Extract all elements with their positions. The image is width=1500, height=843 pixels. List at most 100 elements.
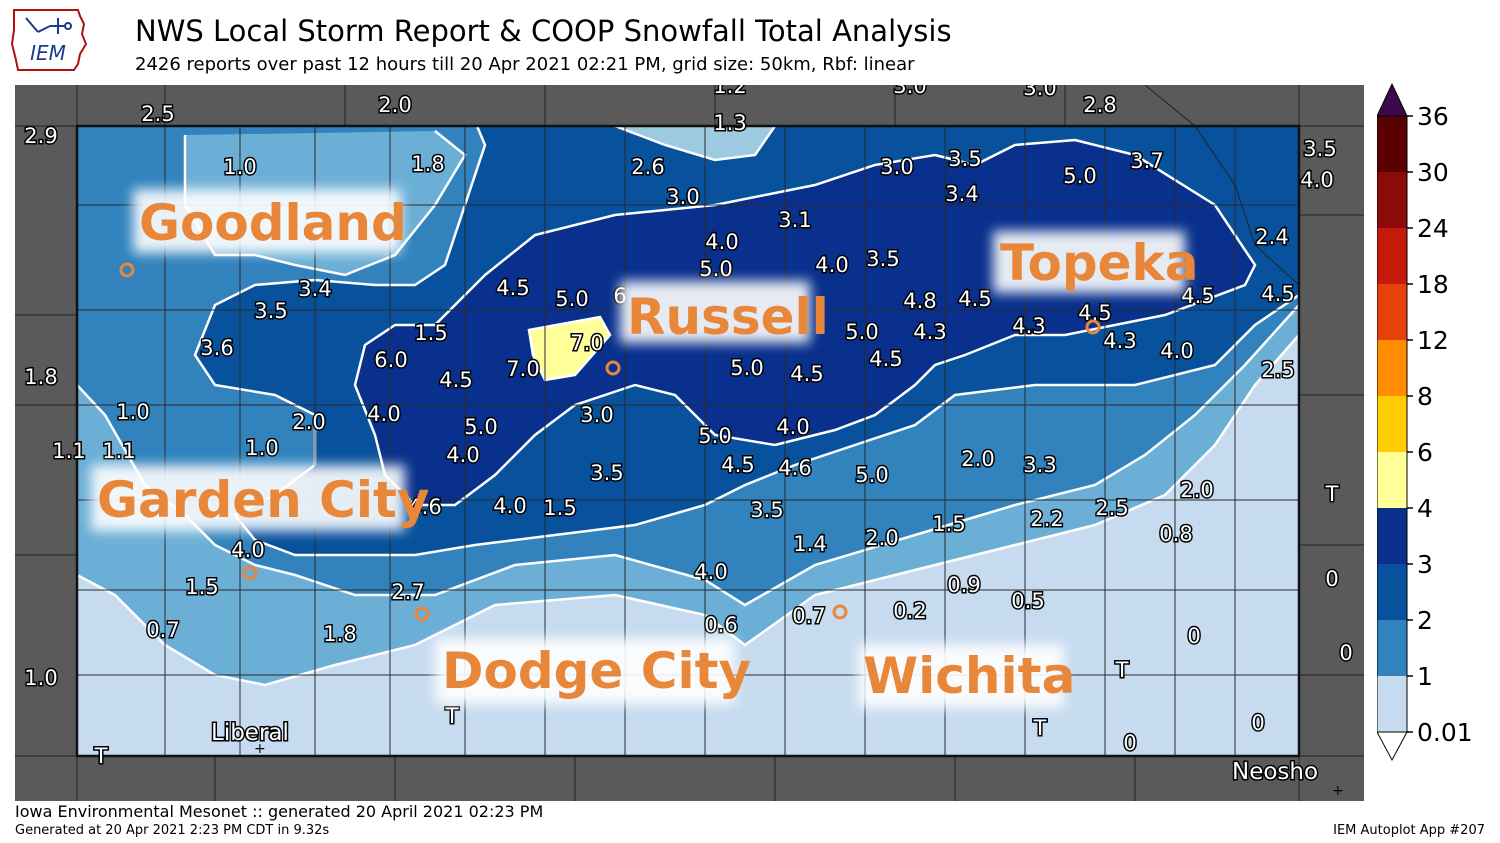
city-marker-wichita [832, 604, 848, 620]
colorbar-tick-label: 30 [1417, 158, 1449, 187]
place-labels: Liberal Neosho [210, 719, 1320, 787]
place-label-liberal: Liberal [211, 720, 289, 746]
report-value: T [1325, 482, 1339, 506]
report-value: 3.0 [580, 403, 613, 427]
colorbar-band [1377, 116, 1407, 172]
report-value: 1.8 [24, 365, 57, 389]
snowfall-map: 2.5 2.0 1.2 3.0 3.0 2.8 2.9 1.3 1.0 1.8 … [15, 85, 1364, 801]
upper-left-13 [615, 126, 775, 160]
report-value: 0.5 [1011, 589, 1044, 613]
report-value: T [1033, 716, 1047, 740]
report-value: 0 [1339, 641, 1352, 665]
colorbar-outline [1377, 115, 1408, 733]
report-value: 0 [1325, 567, 1338, 591]
report-value: 2.6 [631, 155, 664, 179]
report-value: 4.5 [790, 362, 823, 386]
report-value: 3.6 [200, 336, 233, 360]
report-value: 2.5 [141, 102, 174, 126]
report-value: 1.5 [543, 496, 576, 520]
report-value: 5.0 [855, 463, 888, 487]
colorbar-tick-label: 0.01 [1417, 718, 1473, 747]
report-value: 4.8 [903, 289, 936, 313]
report-value: 4.0 [1160, 339, 1193, 363]
report-value: 4.5 [721, 453, 754, 477]
report-value: 4.0 [446, 443, 479, 467]
report-value: 1.0 [24, 666, 57, 690]
report-value: 5.0 [464, 415, 497, 439]
report-value: 4.0 [815, 253, 848, 277]
report-value: 1.0 [116, 400, 149, 424]
report-value: 2.0 [1180, 478, 1213, 502]
place-markers: + + [254, 741, 1344, 799]
report-value: 3.5 [948, 147, 981, 171]
colorbar-band [1377, 284, 1407, 340]
report-value: T [1115, 658, 1129, 682]
report-value: 3.4 [945, 182, 978, 206]
page-title: NWS Local Storm Report & COOP Snowfall T… [135, 14, 952, 48]
report-value: 0 [1123, 731, 1136, 755]
city-markers [119, 262, 1101, 622]
report-value: 4.6 [778, 456, 811, 480]
colorbar-band [1377, 564, 1407, 620]
report-value: 3.1 [778, 208, 811, 232]
report-value: 0.7 [792, 604, 825, 628]
report-value: 4.5 [958, 287, 991, 311]
colorbar-band [1377, 340, 1407, 396]
report-value: 4.3 [1012, 314, 1045, 338]
city-marker-goodland [119, 262, 135, 278]
logo-text: IEM [30, 41, 66, 65]
report-value: 4.3 [1103, 329, 1136, 353]
report-value: 1.4 [793, 532, 826, 556]
report-value: 0.2 [893, 599, 926, 623]
colorbar-band-lowest [1377, 676, 1407, 732]
colorbar-tick-label: 3 [1417, 550, 1433, 579]
colorbar-band [1377, 508, 1407, 564]
report-value: 3.0 [880, 155, 913, 179]
report-value: 5.0 [555, 287, 588, 311]
report-value: 5.0 [730, 356, 763, 380]
report-value: 2.8 [1083, 93, 1116, 117]
report-values: 2.5 2.0 1.2 3.0 3.0 2.8 2.9 1.3 1.0 1.8 … [23, 85, 1354, 770]
city-label-wichita: Wichita [863, 647, 1075, 705]
report-value: 3.0 [1023, 85, 1056, 100]
report-value: 3.3 [1023, 453, 1056, 477]
colorbar-tick-label: 18 [1417, 270, 1449, 299]
colorbar-band [1377, 228, 1407, 284]
city-marker-topeka [1085, 319, 1101, 335]
report-value: 2.5 [1095, 496, 1128, 520]
colorbar-tick-label: 12 [1417, 326, 1449, 355]
city-label-dodge-city: Dodge City [442, 642, 751, 700]
report-value: 0 [1187, 624, 1200, 648]
report-value: 0 [1251, 711, 1264, 735]
report-value: 0.7 [146, 618, 179, 642]
city-marker-garden-city [242, 565, 258, 581]
report-value: 7.0 [506, 357, 539, 381]
city-label-garden-city: Garden City [97, 471, 429, 529]
colorbar-tick-label: 8 [1417, 382, 1433, 411]
plus-marker: + [1332, 783, 1344, 799]
city-marker-russell [605, 360, 621, 376]
colorbar-tick-label: 1 [1417, 662, 1433, 691]
city-label-topeka: Topeka [1000, 234, 1199, 292]
report-value: 2.0 [865, 526, 898, 550]
report-value: 2.2 [1030, 507, 1063, 531]
plus-marker: + [254, 741, 266, 757]
colorbar-over-arrow [1377, 82, 1408, 117]
report-value: 1.3 [713, 111, 746, 135]
report-value: 3.5 [1303, 137, 1336, 161]
report-value: 2.0 [292, 410, 325, 434]
report-value: 6.0 [374, 348, 407, 372]
city-label-glows [91, 189, 1185, 708]
report-value: 4.0 [493, 494, 526, 518]
snowfall-colorbar: 36 30 24 18 12 8 6 4 3 2 1 0.01 [1377, 82, 1473, 762]
report-value: 1.5 [414, 321, 447, 345]
kansas-border [75, 124, 1301, 758]
city-marker-dodge-city [414, 606, 430, 622]
report-value: 1.8 [411, 152, 444, 176]
report-value: 2.0 [378, 93, 411, 117]
report-value: 4.5 [1181, 284, 1214, 308]
report-value: 5.0 [1063, 164, 1096, 188]
city-labels: Goodland Topeka Russell Garden City Dodg… [97, 194, 1199, 705]
report-value: 1.8 [323, 622, 356, 646]
report-value: T [94, 744, 108, 768]
